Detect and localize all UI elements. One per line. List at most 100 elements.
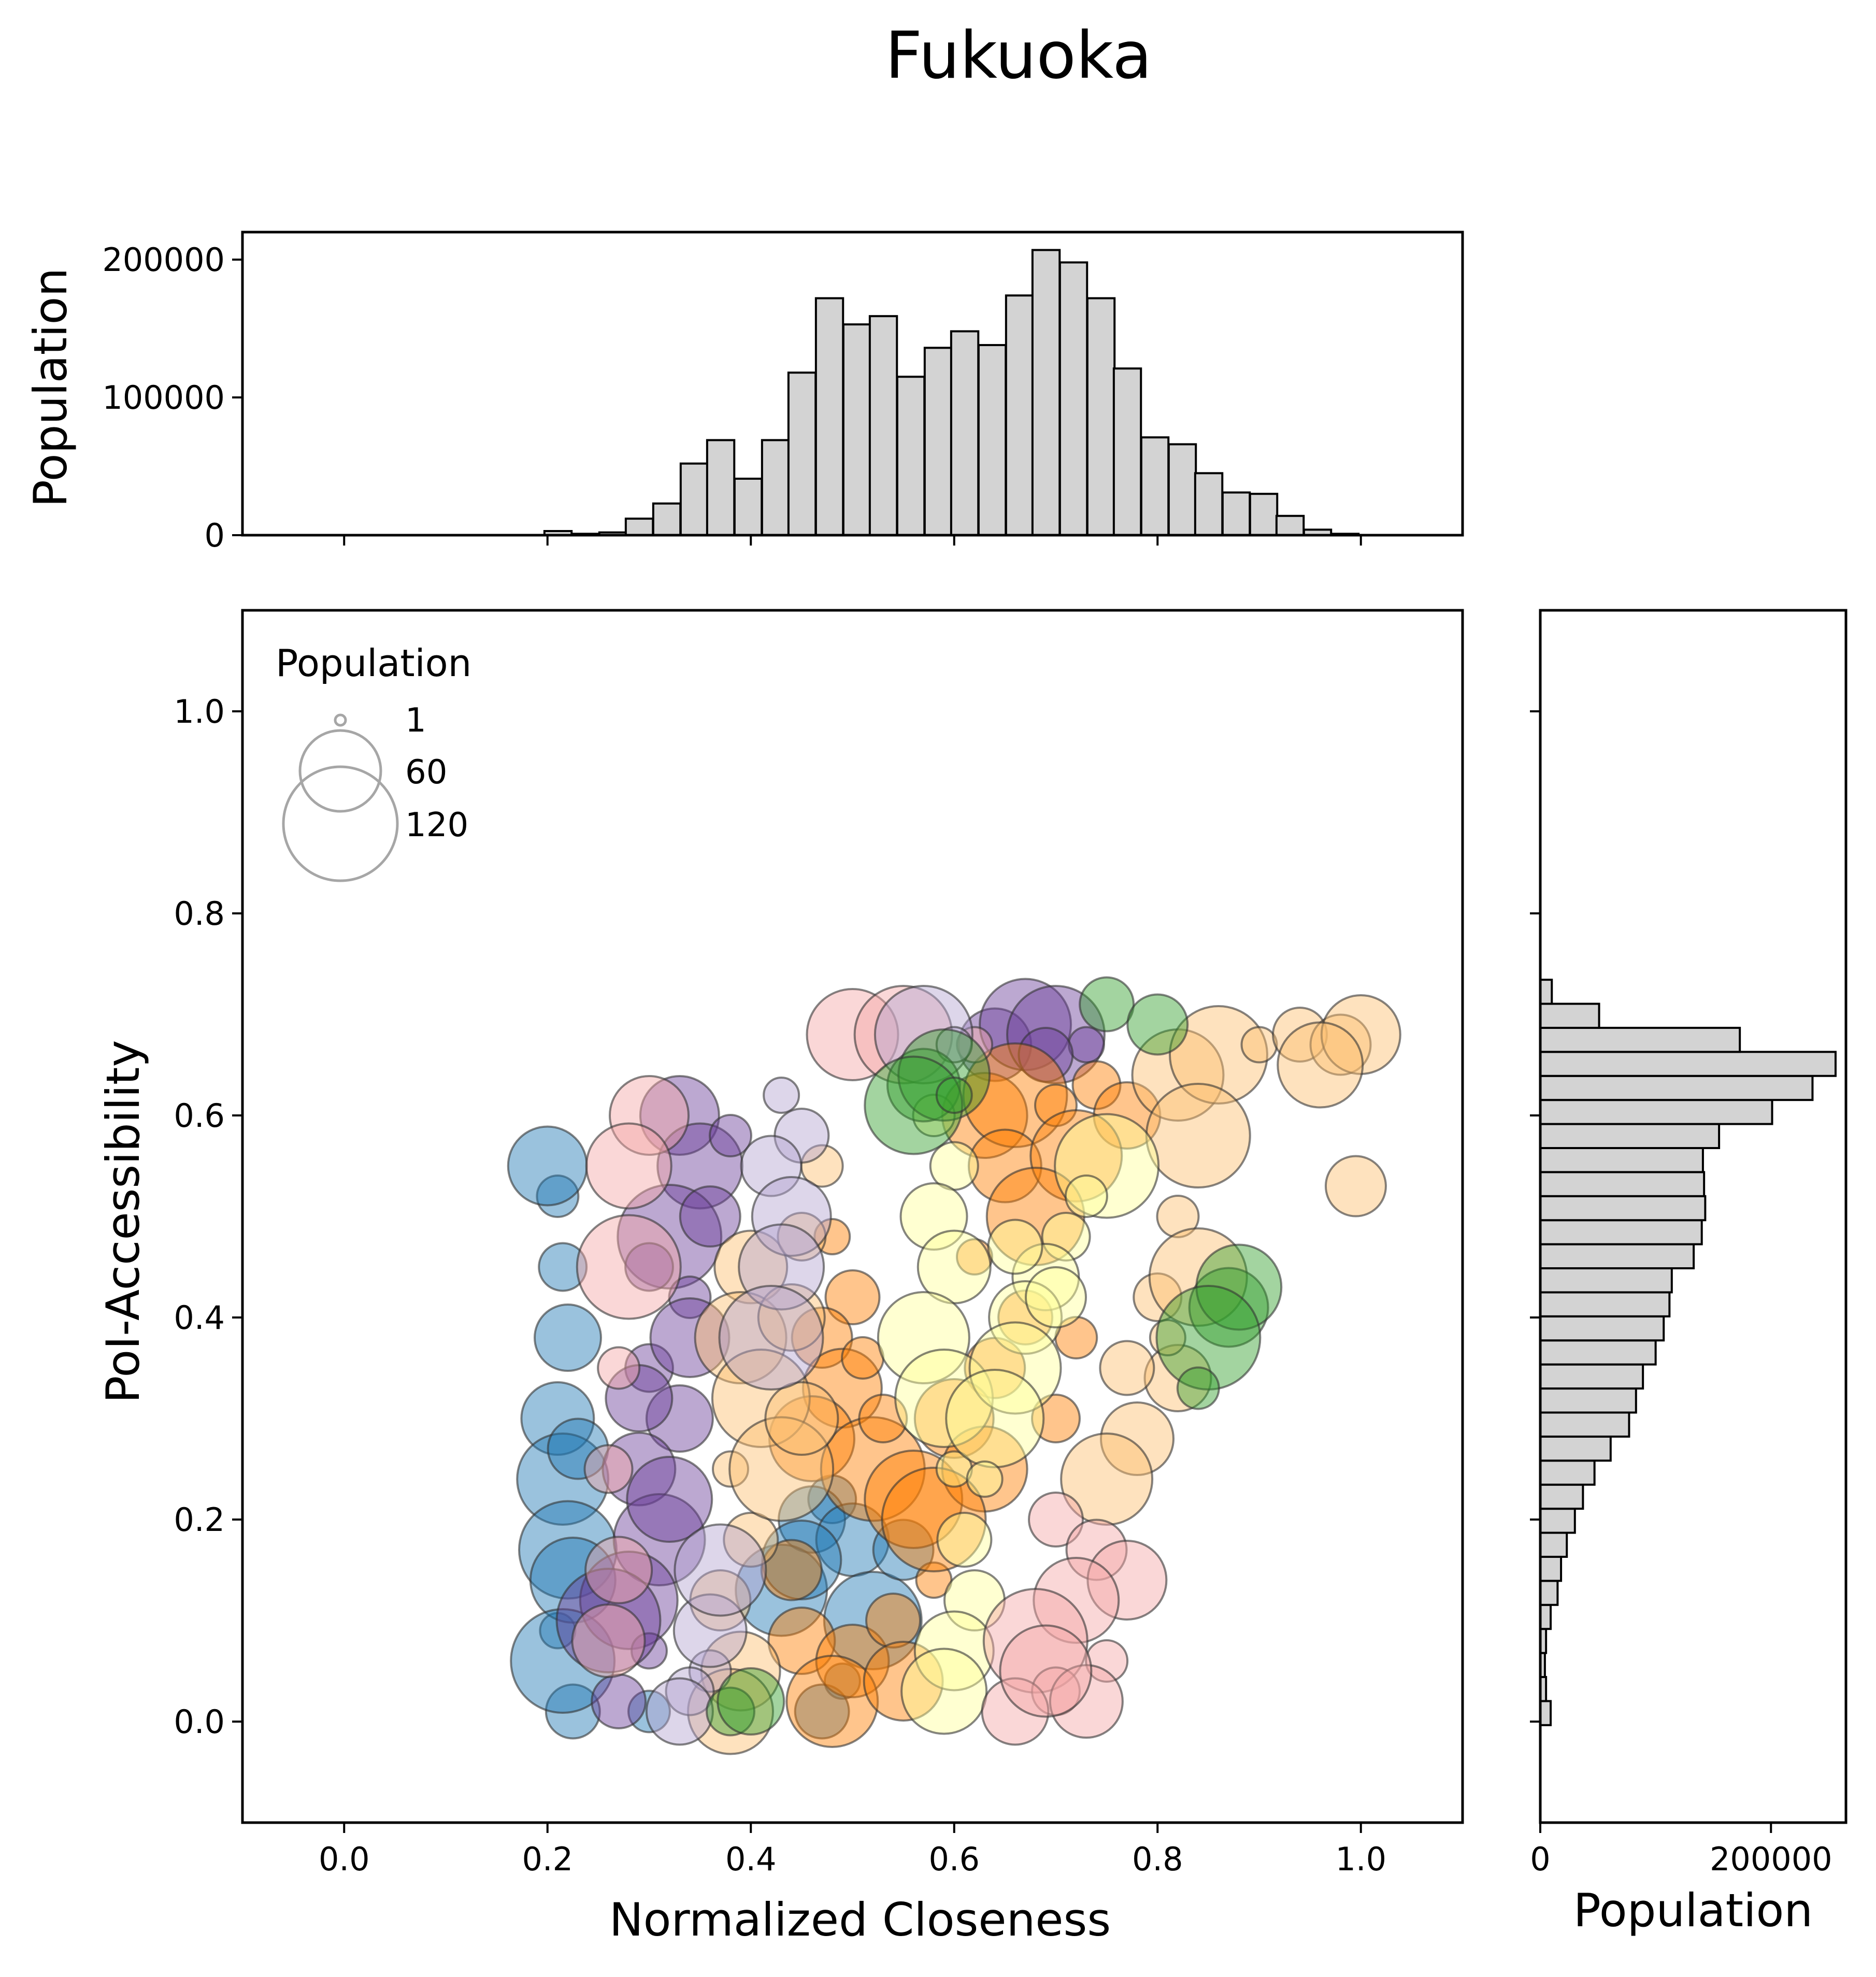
right-histogram-bar xyxy=(1539,1219,1703,1245)
scatter-point xyxy=(597,1346,641,1390)
scatter-point xyxy=(555,1568,662,1673)
top-histogram-bars xyxy=(543,249,1360,537)
scatter-point xyxy=(738,1223,825,1311)
right-histogram-bar xyxy=(1539,1508,1576,1534)
right-histogram-bar xyxy=(1539,1051,1837,1077)
scatter-point xyxy=(956,1238,993,1276)
scatter-point xyxy=(656,1122,744,1210)
scatter-point xyxy=(900,1648,988,1735)
top-histogram-bar xyxy=(679,462,709,537)
scatter-point xyxy=(583,1444,634,1494)
right-histogram-x-axis-label: Population xyxy=(1573,1884,1813,1937)
scatter-point xyxy=(723,1512,779,1568)
top-histogram-frame xyxy=(241,231,1464,537)
scatter-point xyxy=(645,1677,714,1746)
right-histogram-bar xyxy=(1539,1435,1612,1462)
scatter-point xyxy=(897,1028,991,1122)
scatter-point xyxy=(987,1219,1043,1275)
scatter-point xyxy=(626,1456,713,1543)
main-y-tick-label: 0.6 xyxy=(174,1097,225,1135)
main-x-tick-label: 0.4 xyxy=(725,1840,777,1878)
right-histogram-bar xyxy=(1539,1002,1600,1029)
right-histogram-bar xyxy=(1539,1171,1706,1197)
scatter-point xyxy=(1085,1639,1129,1683)
scatter-point xyxy=(1277,1021,1364,1109)
scatter-point xyxy=(1033,1557,1120,1644)
scatter-point xyxy=(1126,993,1189,1056)
top-histogram-bar xyxy=(1058,261,1089,536)
right-histogram-bar xyxy=(1539,1387,1637,1414)
scatter-point xyxy=(997,1290,1054,1345)
top-histogram-bar xyxy=(761,439,791,536)
scatter-point xyxy=(988,1280,1063,1355)
right-histogram-bar xyxy=(1539,1243,1695,1270)
scatter-point xyxy=(520,1381,595,1456)
right-histogram-bar xyxy=(1539,1459,1596,1486)
top-histogram-bar xyxy=(1005,294,1035,536)
right-histogram-bar xyxy=(1539,1700,1552,1726)
top-histogram-bar xyxy=(1221,491,1251,536)
scatter-point xyxy=(645,1384,714,1453)
scatter-point xyxy=(1067,1026,1105,1064)
scatter-point xyxy=(740,1135,803,1197)
scatter-point xyxy=(999,1624,1093,1718)
top-histogram-bar xyxy=(624,518,654,536)
right-histogram-bar xyxy=(1539,1075,1814,1101)
scatter-point xyxy=(794,1683,850,1740)
scatter-point xyxy=(718,1285,824,1391)
main-x-tick-label: 0.2 xyxy=(522,1840,573,1878)
scatter-point xyxy=(1309,1013,1372,1076)
scatter-point xyxy=(1065,1518,1128,1581)
main-y-tick-label: 1.0 xyxy=(174,693,225,730)
main-x-tick-label: 0.8 xyxy=(1132,1840,1183,1878)
scatter-point xyxy=(584,1536,653,1604)
top-histogram-bar xyxy=(1194,472,1224,536)
scatter-point xyxy=(1041,1212,1091,1262)
scatter-point xyxy=(764,1381,839,1456)
main-y-ticks: 0.0 0.2 0.4 0.6 0.8 1.0 xyxy=(174,693,242,1741)
scatter-point xyxy=(688,1649,732,1693)
scatter-point xyxy=(841,1336,885,1380)
right-histogram-bar xyxy=(1539,1339,1657,1366)
scatter-clusters xyxy=(507,976,1401,1755)
right-histogram-bar xyxy=(1539,1123,1721,1149)
scatter-point xyxy=(1028,1492,1084,1548)
scatter-point xyxy=(1079,976,1135,1033)
scatter-point xyxy=(585,1122,672,1210)
main-x-tick-label: 0.6 xyxy=(928,1840,980,1878)
main-x-ticks: 0.0 0.2 0.4 0.6 0.8 1.0 xyxy=(319,1823,1386,1878)
scatter-point xyxy=(936,1512,993,1568)
scatter-point xyxy=(881,1467,987,1572)
scatter-point xyxy=(1086,1540,1168,1621)
main-y-tick-label: 0.0 xyxy=(174,1703,225,1741)
scatter-point xyxy=(1188,1267,1269,1348)
scatter-point xyxy=(624,1242,674,1292)
scatter-point xyxy=(1169,1005,1268,1105)
scatter-point xyxy=(1099,1340,1155,1396)
scatter-point xyxy=(823,1571,923,1670)
scatter-point xyxy=(1155,1285,1262,1391)
scatter-point xyxy=(579,1551,679,1650)
scatter-point xyxy=(674,1523,767,1617)
top-histogram-bar xyxy=(1140,436,1170,536)
scatter-point xyxy=(981,1677,1050,1746)
scatter-point xyxy=(1064,1174,1108,1218)
top-histogram-y-tick-label: 100000 xyxy=(102,379,225,417)
right-histogram-bar xyxy=(1539,1411,1630,1438)
right-histogram-bar xyxy=(1539,1315,1665,1342)
top-histogram-bar xyxy=(1086,297,1116,536)
size-legend-label-120: 120 xyxy=(405,806,468,844)
scatter-point xyxy=(591,1673,647,1729)
right-histogram-bar xyxy=(1539,1555,1563,1582)
right-histogram-bar xyxy=(1539,1580,1559,1606)
right-histogram-bar xyxy=(1539,1603,1552,1630)
scatter-point xyxy=(571,1603,646,1678)
scatter-point xyxy=(694,1291,787,1384)
scatter-point xyxy=(534,1303,602,1372)
scatter-point xyxy=(1031,1394,1081,1443)
scatter-point xyxy=(872,1518,935,1581)
scatter-point xyxy=(982,1588,1089,1694)
scatter-point xyxy=(935,1450,973,1488)
scatter-point xyxy=(1071,1060,1122,1110)
scatter-point xyxy=(639,1075,720,1156)
